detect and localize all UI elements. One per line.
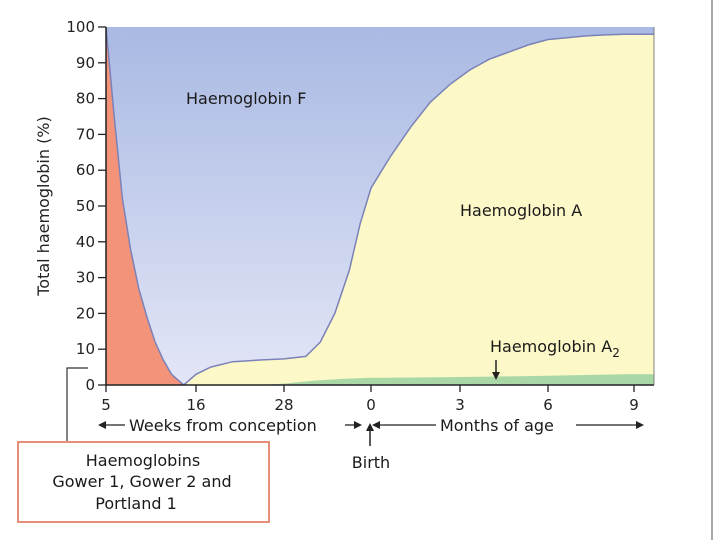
y-tick-label: 60 xyxy=(76,161,95,179)
y-tick-label: 10 xyxy=(76,340,95,358)
y-tick-label: 50 xyxy=(76,197,95,215)
callout-leader-line xyxy=(66,367,88,442)
birth-arrow-head xyxy=(366,423,374,431)
area-haemoglobin-a2 xyxy=(254,374,654,385)
callout-line-1: Haemoglobins xyxy=(86,451,201,470)
label-haemoglobin-a: Haemoglobin A xyxy=(460,201,582,220)
y-axis-title: Total haemoglobin (%) xyxy=(34,116,53,297)
x-tick-label: 28 xyxy=(274,396,293,414)
label-haemoglobin-a2: Haemoglobin A2 xyxy=(490,337,620,360)
area-haemoglobin-a xyxy=(183,34,654,385)
area-embryonic-haemoglobins xyxy=(106,27,184,385)
y-axis-ticks: 0 10 20 30 40 50 60 70 80 90 100 xyxy=(66,18,106,394)
months-arrow-left-head xyxy=(372,421,380,429)
x-tick-label: 5 xyxy=(101,396,111,414)
callout-box xyxy=(17,441,270,523)
x-tick-label: 3 xyxy=(455,396,465,414)
x-tick-label: 16 xyxy=(186,396,205,414)
embryonic-boundary-line xyxy=(105,26,185,386)
x-axis-ticks: 5 16 28 0 3 6 9 xyxy=(101,385,639,414)
x-tick-label: 9 xyxy=(629,396,639,414)
callout-line-2: Gower 1, Gower 2 and xyxy=(52,472,231,491)
callout-line-3: Portland 1 xyxy=(95,494,177,513)
y-tick-label: 80 xyxy=(76,90,95,108)
months-of-age-label: Months of age xyxy=(440,416,554,435)
x-tick-label: 6 xyxy=(543,396,553,414)
plot-areas xyxy=(105,26,654,386)
label-haemoglobin-a2-base: Haemoglobin A xyxy=(490,337,612,356)
weeks-arrow-left-head xyxy=(98,421,106,429)
a2-pointer-arrowhead xyxy=(492,372,500,380)
label-haemoglobin-a2-subscript: 2 xyxy=(612,346,620,360)
months-arrow-right-head xyxy=(636,421,644,429)
y-tick-label: 70 xyxy=(76,125,95,143)
y-tick-label: 90 xyxy=(76,54,95,72)
y-tick-label: 40 xyxy=(76,233,95,251)
y-tick-label: 0 xyxy=(85,376,95,394)
weeks-from-conception-label: Weeks from conception xyxy=(129,416,317,435)
birth-label: Birth xyxy=(352,453,390,472)
y-tick-label: 20 xyxy=(76,304,95,322)
weeks-arrow-right-head xyxy=(354,421,362,429)
y-tick-label: 100 xyxy=(66,18,95,36)
hba-boundary-line xyxy=(183,33,654,386)
x-tick-label: 0 xyxy=(366,396,376,414)
y-tick-label: 30 xyxy=(76,269,95,287)
label-haemoglobin-f: Haemoglobin F xyxy=(186,89,306,108)
